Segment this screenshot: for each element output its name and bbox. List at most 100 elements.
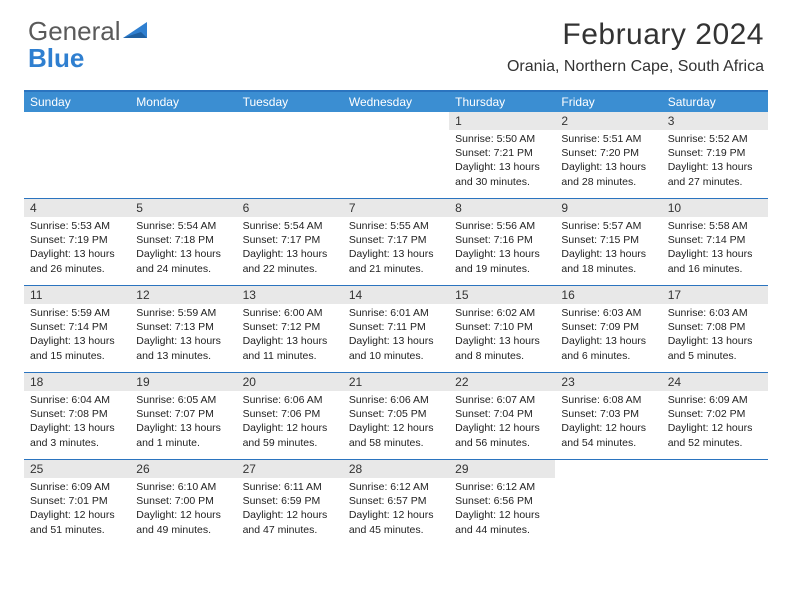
day-line: Daylight: 13 hours: [349, 247, 443, 261]
day-cell: 22Sunrise: 6:07 AMSunset: 7:04 PMDayligh…: [449, 373, 555, 459]
day-line: and 44 minutes.: [455, 523, 549, 537]
day-line: Daylight: 13 hours: [561, 247, 655, 261]
day-details: Sunrise: 6:03 AMSunset: 7:08 PMDaylight:…: [662, 304, 768, 367]
day-number: 23: [555, 373, 661, 391]
day-line: Sunset: 7:15 PM: [561, 233, 655, 247]
day-number: 1: [449, 112, 555, 130]
weekday-header: Tuesday: [237, 92, 343, 112]
day-line: Daylight: 12 hours: [349, 508, 443, 522]
day-number: 3: [662, 112, 768, 130]
day-line: Sunrise: 6:01 AM: [349, 306, 443, 320]
weekday-header: Thursday: [449, 92, 555, 112]
day-line: Sunset: 7:04 PM: [455, 407, 549, 421]
day-line: and 58 minutes.: [349, 436, 443, 450]
day-number: 2: [555, 112, 661, 130]
calendar: SundayMondayTuesdayWednesdayThursdayFrid…: [24, 90, 768, 546]
day-details: Sunrise: 6:11 AMSunset: 6:59 PMDaylight:…: [237, 478, 343, 541]
empty-cell: [24, 112, 130, 198]
day-line: Sunset: 7:06 PM: [243, 407, 337, 421]
month-title: February 2024: [507, 18, 764, 52]
day-line: Daylight: 12 hours: [455, 421, 549, 435]
day-line: Sunrise: 6:09 AM: [30, 480, 124, 494]
calendar-body: 1Sunrise: 5:50 AMSunset: 7:21 PMDaylight…: [24, 112, 768, 546]
day-line: Sunrise: 6:12 AM: [349, 480, 443, 494]
day-line: Daylight: 13 hours: [668, 160, 762, 174]
day-line: Sunset: 7:09 PM: [561, 320, 655, 334]
day-line: Daylight: 12 hours: [136, 508, 230, 522]
day-cell: 18Sunrise: 6:04 AMSunset: 7:08 PMDayligh…: [24, 373, 130, 459]
location-subtitle: Orania, Northern Cape, South Africa: [507, 58, 764, 76]
day-line: and 49 minutes.: [136, 523, 230, 537]
day-cell: 1Sunrise: 5:50 AMSunset: 7:21 PMDaylight…: [449, 112, 555, 198]
day-line: Sunset: 7:10 PM: [455, 320, 549, 334]
day-cell: 11Sunrise: 5:59 AMSunset: 7:14 PMDayligh…: [24, 286, 130, 372]
weekday-header: Monday: [130, 92, 236, 112]
day-cell: 28Sunrise: 6:12 AMSunset: 6:57 PMDayligh…: [343, 460, 449, 546]
calendar-week-row: 18Sunrise: 6:04 AMSunset: 7:08 PMDayligh…: [24, 373, 768, 460]
day-line: Sunset: 6:59 PM: [243, 494, 337, 508]
day-details: Sunrise: 5:59 AMSunset: 7:13 PMDaylight:…: [130, 304, 236, 367]
day-line: Sunrise: 6:11 AM: [243, 480, 337, 494]
day-cell: 5Sunrise: 5:54 AMSunset: 7:18 PMDaylight…: [130, 199, 236, 285]
day-number: 27: [237, 460, 343, 478]
day-line: Sunset: 7:19 PM: [668, 146, 762, 160]
day-line: and 11 minutes.: [243, 349, 337, 363]
day-line: Daylight: 13 hours: [136, 247, 230, 261]
day-line: Sunrise: 5:53 AM: [30, 219, 124, 233]
day-line: Daylight: 12 hours: [243, 508, 337, 522]
day-line: Sunrise: 6:06 AM: [349, 393, 443, 407]
day-line: Sunrise: 5:51 AM: [561, 132, 655, 146]
page-header: General Blue February 2024 Orania, North…: [0, 0, 792, 82]
day-line: Daylight: 13 hours: [668, 334, 762, 348]
day-line: Sunset: 7:16 PM: [455, 233, 549, 247]
day-line: and 22 minutes.: [243, 262, 337, 276]
day-line: Sunset: 7:19 PM: [30, 233, 124, 247]
empty-cell: [237, 112, 343, 198]
day-cell: 19Sunrise: 6:05 AMSunset: 7:07 PMDayligh…: [130, 373, 236, 459]
weekday-header: Saturday: [662, 92, 768, 112]
day-line: Daylight: 12 hours: [455, 508, 549, 522]
day-line: Daylight: 13 hours: [243, 334, 337, 348]
day-line: Sunset: 7:07 PM: [136, 407, 230, 421]
day-line: Sunrise: 6:10 AM: [136, 480, 230, 494]
day-line: Sunset: 7:05 PM: [349, 407, 443, 421]
day-number: 16: [555, 286, 661, 304]
day-details: Sunrise: 5:53 AMSunset: 7:19 PMDaylight:…: [24, 217, 130, 280]
day-number: 11: [24, 286, 130, 304]
day-number: 7: [343, 199, 449, 217]
day-cell: 27Sunrise: 6:11 AMSunset: 6:59 PMDayligh…: [237, 460, 343, 546]
day-line: Daylight: 13 hours: [668, 247, 762, 261]
day-cell: 21Sunrise: 6:06 AMSunset: 7:05 PMDayligh…: [343, 373, 449, 459]
day-line: and 18 minutes.: [561, 262, 655, 276]
day-line: Sunrise: 5:56 AM: [455, 219, 549, 233]
day-line: Daylight: 13 hours: [243, 247, 337, 261]
day-line: and 6 minutes.: [561, 349, 655, 363]
day-line: Sunrise: 5:58 AM: [668, 219, 762, 233]
day-line: Daylight: 13 hours: [561, 334, 655, 348]
empty-cell: [343, 112, 449, 198]
day-line: Sunrise: 5:50 AM: [455, 132, 549, 146]
day-number: 28: [343, 460, 449, 478]
day-details: Sunrise: 6:00 AMSunset: 7:12 PMDaylight:…: [237, 304, 343, 367]
day-number: 10: [662, 199, 768, 217]
day-cell: 6Sunrise: 5:54 AMSunset: 7:17 PMDaylight…: [237, 199, 343, 285]
day-number: 8: [449, 199, 555, 217]
day-line: and 21 minutes.: [349, 262, 443, 276]
brand-triangle-icon: [123, 20, 151, 42]
day-line: Sunset: 7:12 PM: [243, 320, 337, 334]
day-line: and 56 minutes.: [455, 436, 549, 450]
day-line: Daylight: 13 hours: [455, 247, 549, 261]
day-line: Sunrise: 6:12 AM: [455, 480, 549, 494]
day-number: 13: [237, 286, 343, 304]
day-line: Sunset: 7:11 PM: [349, 320, 443, 334]
day-line: Sunrise: 6:08 AM: [561, 393, 655, 407]
day-line: Sunset: 7:03 PM: [561, 407, 655, 421]
day-number: 5: [130, 199, 236, 217]
day-line: Sunrise: 6:03 AM: [668, 306, 762, 320]
day-line: Daylight: 13 hours: [136, 334, 230, 348]
day-line: Daylight: 12 hours: [243, 421, 337, 435]
brand-logo: General Blue: [28, 18, 151, 72]
day-number: 6: [237, 199, 343, 217]
day-details: Sunrise: 5:50 AMSunset: 7:21 PMDaylight:…: [449, 130, 555, 193]
day-line: and 5 minutes.: [668, 349, 762, 363]
